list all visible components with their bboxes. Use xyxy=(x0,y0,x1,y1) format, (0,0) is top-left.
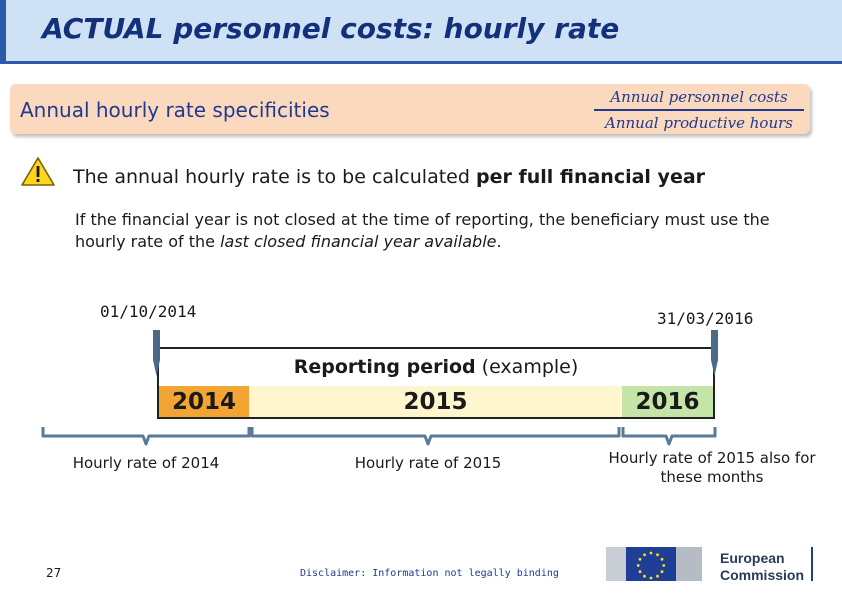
european-commission-logo: European Commission xyxy=(606,547,813,583)
logo-divider xyxy=(811,547,813,581)
slide-title: ACTUAL personnel costs: hourly rate xyxy=(42,12,620,45)
end-date: 31/03/2016 xyxy=(657,309,754,328)
caption-2015: Hourly rate of 2015 xyxy=(354,454,502,472)
logo-line-2: Commission xyxy=(720,567,804,583)
formula-fraction-line xyxy=(594,109,804,111)
year-2014-segment: 2014 xyxy=(159,386,249,417)
warning-triangle-icon xyxy=(21,157,55,186)
logo-line-1: European xyxy=(720,550,785,566)
brace-2014-icon xyxy=(41,427,251,446)
start-marker-icon xyxy=(153,330,160,376)
caption-2014: Hourly rate of 2014 xyxy=(72,454,220,472)
detail-prefix: If the financial year is not closed at t… xyxy=(75,210,770,251)
formula-numerator: Annual personnel costs xyxy=(610,88,788,106)
detail-suffix: . xyxy=(496,232,502,251)
start-date: 01/10/2014 xyxy=(100,302,197,321)
year-2016-segment: 2016 xyxy=(622,386,713,417)
year-2015-segment: 2015 xyxy=(249,386,622,417)
main-statement-emphasis: per full financial year xyxy=(475,166,706,188)
reporting-period-label: Reporting period (example) xyxy=(157,356,715,378)
title-bar xyxy=(0,0,842,64)
formula-denominator: Annual productive hours xyxy=(605,114,793,132)
reporting-period-label-bold: Reporting period xyxy=(293,356,476,378)
main-statement: The annual hourly rate is to be calculat… xyxy=(73,166,705,188)
spec-label: Annual hourly rate specificities xyxy=(20,98,330,122)
page-number: 27 xyxy=(46,566,62,580)
detail-text: If the financial year is not closed at t… xyxy=(75,209,795,253)
caption-2016: Hourly rate of 2015 also for these month… xyxy=(608,449,816,486)
reporting-period-label-rest: (example) xyxy=(475,356,579,378)
detail-emphasis: last closed financial year available xyxy=(220,232,497,251)
main-statement-prefix: The annual hourly rate is to be calculat… xyxy=(73,166,476,188)
ec-building-emblem xyxy=(606,547,702,581)
disclaimer: Disclaimer: Information not legally bind… xyxy=(300,568,559,579)
brace-2016-icon xyxy=(621,427,717,446)
brace-2015-icon xyxy=(250,427,621,446)
end-marker-icon xyxy=(711,330,718,376)
